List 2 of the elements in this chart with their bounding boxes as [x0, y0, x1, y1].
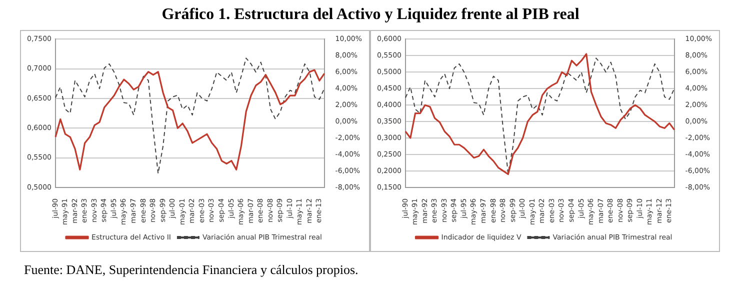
- text: Gráfico 1. Estructura del Activo y Liquidez frente al PIB real: [160, 6, 580, 24]
- source-note: Fuente: DANE, Superintendencia Financiera y cálculos propios.: [24, 262, 358, 278]
